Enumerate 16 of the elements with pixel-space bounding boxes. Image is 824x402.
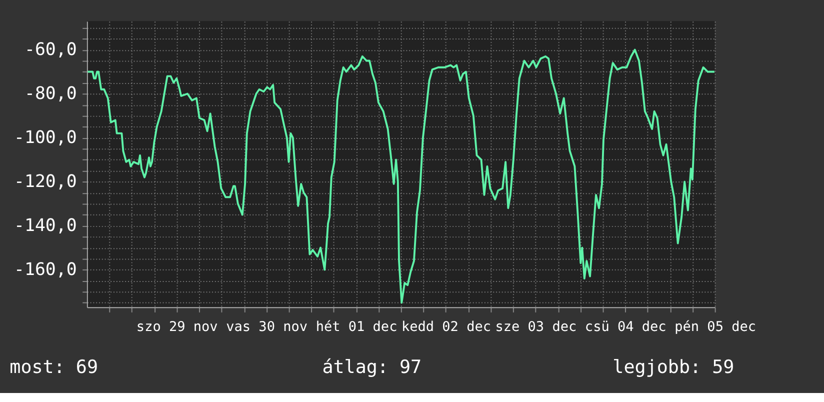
y-tick-label: -160,0 bbox=[14, 260, 77, 280]
y-tick-label: -140,0 bbox=[14, 216, 77, 236]
x-tick-label: szo 29 nov bbox=[136, 318, 218, 335]
y-tick-label: -80,0 bbox=[24, 84, 77, 104]
text: legjobb: 59 bbox=[612, 356, 734, 378]
x-tick-label: csü 04 dec bbox=[584, 318, 666, 335]
x-tick-label: pén 05 dec bbox=[674, 318, 756, 335]
y-tick-label: -60,0 bbox=[24, 40, 77, 60]
y-tick-label: -100,0 bbox=[14, 128, 77, 148]
x-tick-label: hét 01 dec bbox=[316, 318, 398, 335]
x-tick-label: sze 03 dec bbox=[495, 318, 577, 335]
x-tick-label: kedd 02 dec bbox=[401, 318, 491, 335]
text: most: 69 bbox=[10, 356, 98, 378]
text: átlag: 97 bbox=[322, 356, 422, 378]
y-tick-label: -120,0 bbox=[14, 172, 77, 192]
x-tick-label: vas 30 nov bbox=[226, 318, 308, 335]
